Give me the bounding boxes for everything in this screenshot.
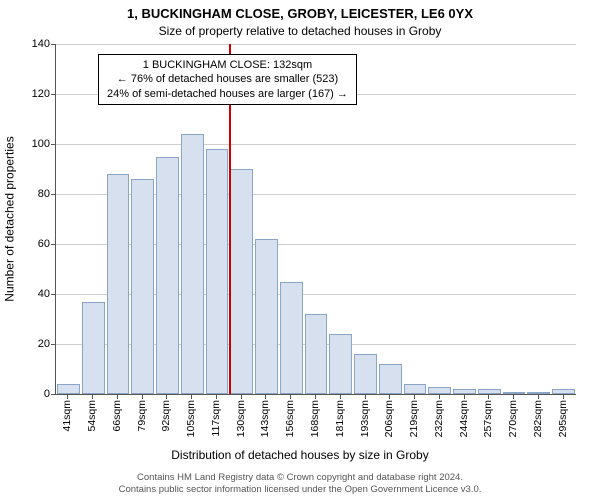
x-tick-label: 156sqm: [284, 400, 296, 437]
y-tick-mark: [51, 194, 56, 195]
x-tick-label: 181sqm: [334, 400, 346, 437]
y-tick-mark: [51, 244, 56, 245]
footnote-line-1: Contains HM Land Registry data © Crown c…: [0, 472, 600, 484]
y-tick-label: 60: [16, 238, 50, 250]
histogram-bar: [57, 384, 80, 394]
y-tick-label: 40: [16, 288, 50, 300]
chart-annotation-box: 1 BUCKINGHAM CLOSE: 132sqm← 76% of detac…: [98, 54, 357, 105]
y-tick-label: 0: [16, 388, 50, 400]
histogram-bar: [329, 334, 352, 394]
histogram-bar: [280, 282, 303, 395]
x-tick-mark: [117, 394, 118, 399]
x-tick-label: 143sqm: [259, 400, 271, 437]
x-tick-label: 206sqm: [383, 400, 395, 437]
x-tick-mark: [439, 394, 440, 399]
histogram-bar: [131, 179, 154, 394]
histogram-bar: [181, 134, 204, 394]
histogram-bar: [107, 174, 130, 394]
gridline: [56, 144, 576, 145]
x-tick-label: 232sqm: [433, 400, 445, 437]
histogram-bar: [156, 157, 179, 395]
histogram-bar: [428, 387, 451, 395]
y-tick-mark: [51, 94, 56, 95]
y-tick-label: 80: [16, 188, 50, 200]
x-tick-mark: [92, 394, 93, 399]
y-tick-label: 20: [16, 338, 50, 350]
annotation-line: ← 76% of detached houses are smaller (52…: [107, 72, 348, 86]
histogram-bar: [255, 239, 278, 394]
x-axis-ticks: 41sqm 54sqm 66sqm 79sqm 92sqm 105sqm 117sqm 130…: [55, 394, 575, 454]
histogram-bar: [305, 314, 328, 394]
y-tick-label: 100: [16, 138, 50, 150]
x-tick-label: 130sqm: [235, 400, 247, 437]
histogram-bar: [230, 169, 253, 394]
x-tick-label: 295sqm: [557, 400, 569, 437]
x-axis-label: Distribution of detached houses by size …: [0, 448, 600, 462]
x-tick-label: 54sqm: [86, 400, 98, 432]
y-axis-label: Number of detached properties: [3, 136, 17, 301]
x-tick-label: 41sqm: [61, 400, 73, 432]
x-tick-label: 79sqm: [136, 400, 148, 432]
x-tick-mark: [315, 394, 316, 399]
chart-footnote: Contains HM Land Registry data © Crown c…: [0, 472, 600, 496]
x-tick-mark: [513, 394, 514, 399]
annotation-line: 1 BUCKINGHAM CLOSE: 132sqm: [107, 58, 348, 72]
x-tick-mark: [67, 394, 68, 399]
x-tick-mark: [340, 394, 341, 399]
x-tick-label: 92sqm: [160, 400, 172, 432]
x-tick-mark: [563, 394, 564, 399]
x-tick-mark: [142, 394, 143, 399]
x-tick-label: 270sqm: [507, 400, 519, 437]
x-tick-mark: [538, 394, 539, 399]
histogram-bar: [354, 354, 377, 394]
x-tick-mark: [464, 394, 465, 399]
x-tick-label: 168sqm: [309, 400, 321, 437]
x-tick-mark: [414, 394, 415, 399]
y-tick-mark: [51, 44, 56, 45]
histogram-bar: [206, 149, 229, 394]
x-tick-mark: [191, 394, 192, 399]
chart-title-main: 1, BUCKINGHAM CLOSE, GROBY, LEICESTER, L…: [0, 6, 600, 21]
x-tick-mark: [216, 394, 217, 399]
x-tick-mark: [365, 394, 366, 399]
y-tick-mark: [51, 344, 56, 345]
gridline: [56, 44, 576, 45]
y-tick-mark: [51, 144, 56, 145]
x-tick-mark: [389, 394, 390, 399]
x-tick-mark: [265, 394, 266, 399]
x-tick-mark: [166, 394, 167, 399]
chart-title-sub: Size of property relative to detached ho…: [0, 24, 600, 38]
histogram-bar: [404, 384, 427, 394]
annotation-line: 24% of semi-detached houses are larger (…: [107, 87, 348, 101]
x-tick-label: 117sqm: [210, 400, 222, 437]
x-tick-mark: [290, 394, 291, 399]
x-tick-label: 105sqm: [185, 400, 197, 437]
histogram-bar: [379, 364, 402, 394]
x-tick-label: 193sqm: [359, 400, 371, 437]
y-tick-label: 140: [16, 38, 50, 50]
x-tick-label: 282sqm: [532, 400, 544, 437]
y-tick-mark: [51, 294, 56, 295]
histogram-bar: [82, 302, 105, 395]
x-tick-label: 219sqm: [408, 400, 420, 437]
x-tick-mark: [488, 394, 489, 399]
footnote-line-2: Contains public sector information licen…: [0, 484, 600, 496]
x-tick-label: 257sqm: [482, 400, 494, 437]
x-tick-label: 244sqm: [458, 400, 470, 437]
y-tick-label: 120: [16, 88, 50, 100]
x-tick-mark: [241, 394, 242, 399]
x-tick-label: 66sqm: [111, 400, 123, 432]
